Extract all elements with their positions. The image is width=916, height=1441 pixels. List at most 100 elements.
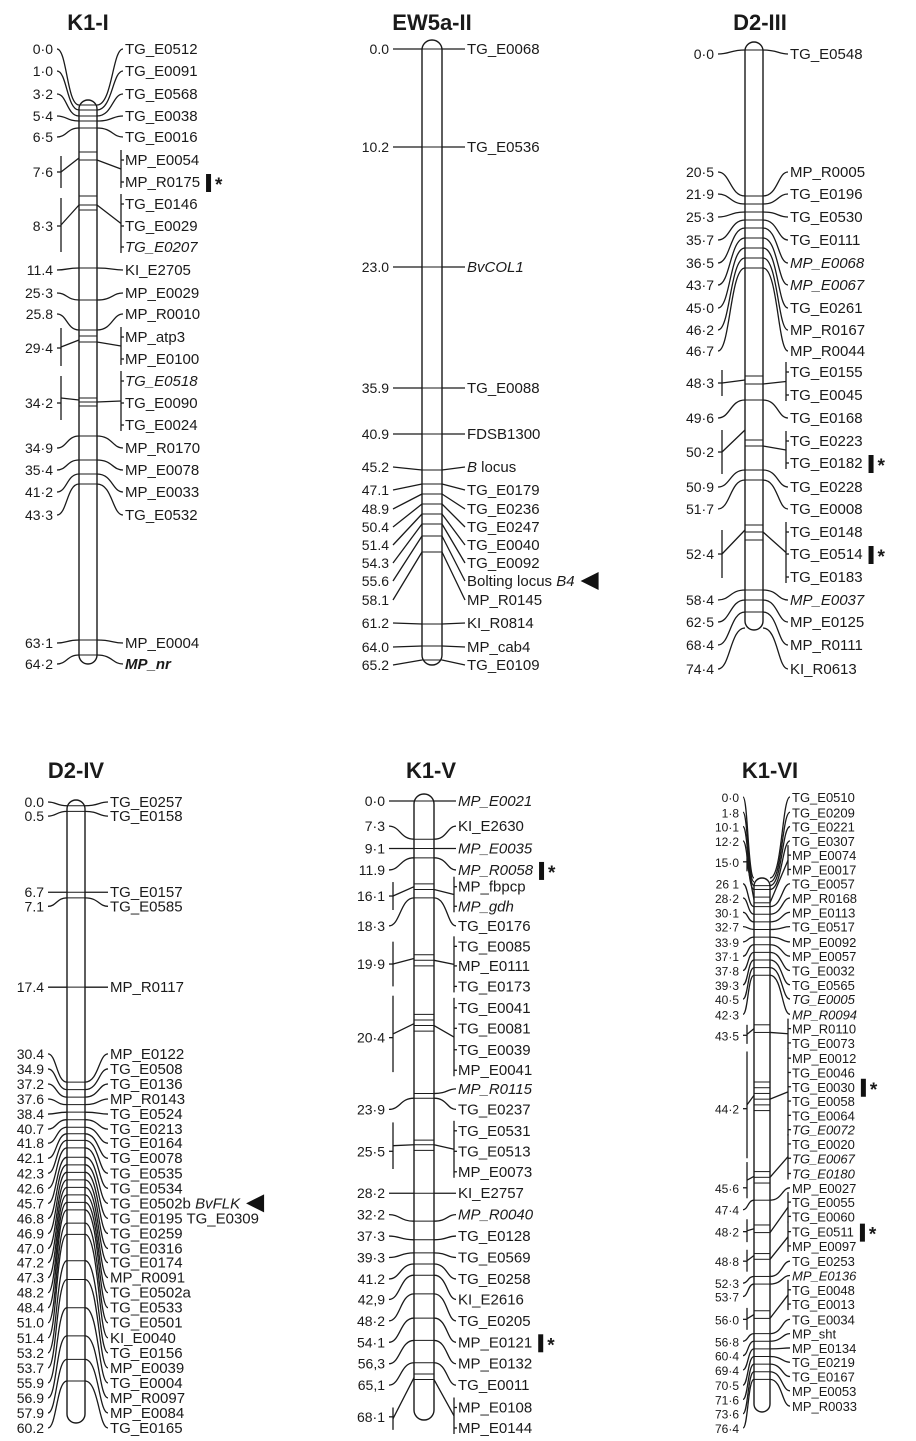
marker-label: TG_E0165 xyxy=(110,1420,183,1436)
marker-label: MP_E0074 xyxy=(792,848,856,863)
position-connector xyxy=(47,810,68,817)
map-position-label: 52·4 xyxy=(686,546,714,562)
marker-label: MP_E0033 xyxy=(125,484,199,501)
marker-label: MP_E0108 xyxy=(458,1400,532,1417)
marker-connector xyxy=(433,857,457,871)
map-position-label: 76·4 xyxy=(715,1422,739,1436)
marker-connector xyxy=(762,380,787,385)
marker-connector xyxy=(96,459,124,471)
marker-label: TG_E0258 xyxy=(458,1271,531,1288)
marker-label: TG_E0179 xyxy=(467,482,540,499)
map-position-label: 43·7 xyxy=(686,277,714,293)
map-position-label: 10·1 xyxy=(715,821,739,835)
chromosome-bar xyxy=(421,39,443,666)
marker-label: TG_E0088 xyxy=(467,380,540,397)
marker-label: TG_E0518 xyxy=(125,373,198,390)
marker-label: TG_E0259 xyxy=(110,1225,183,1242)
position-connector xyxy=(47,1233,68,1339)
map-position-label: 51.4 xyxy=(362,537,389,553)
map-position-label: 0·0 xyxy=(365,793,385,809)
marker-connector xyxy=(96,654,124,665)
marker-label: TG_E0213 xyxy=(110,1121,183,1138)
marker-label: MP_E0037 xyxy=(790,592,865,609)
marker-connector xyxy=(769,1274,791,1285)
position-connector xyxy=(388,857,415,871)
map-position-label: 1·0 xyxy=(33,63,53,79)
position-connector xyxy=(56,48,80,106)
position-connector xyxy=(742,1340,755,1357)
marker-connector xyxy=(762,599,789,623)
marker-connector xyxy=(96,639,124,644)
position-connector xyxy=(388,1362,415,1386)
map-position-label: 48·8 xyxy=(715,1255,739,1269)
map-position-label: 41.2 xyxy=(358,1271,385,1287)
marker-label: TG_E0236 xyxy=(467,501,540,518)
position-connector xyxy=(717,193,746,205)
marker-connector xyxy=(84,1156,109,1204)
marker-connector xyxy=(96,115,124,122)
marker-label: TG_E0585 xyxy=(110,898,183,915)
marker-label: MP_atp3 xyxy=(125,329,185,346)
marker-connector xyxy=(84,1139,109,1174)
map-position-label: 58.1 xyxy=(362,592,389,608)
marker-label: TG_E0569 xyxy=(458,1250,531,1267)
marker-label: TG_E0046 xyxy=(792,1065,855,1080)
map-position-label: 7·3 xyxy=(365,818,385,834)
map-position-label: 70·5 xyxy=(715,1379,739,1393)
marker-connector xyxy=(433,1379,455,1417)
linkage-group-d2-iv: D2-IV0.00.5 6.77.1 17.4 30.434.937.237.638.… xyxy=(17,758,265,1437)
marker-label: TG_E0045 xyxy=(790,387,863,404)
marker-label: TG_E0530 xyxy=(790,209,863,226)
map-position-label: 39·3 xyxy=(357,1250,385,1266)
map-position-label: 73·6 xyxy=(715,1408,739,1422)
map-position-label: 39·3 xyxy=(715,979,739,993)
position-connector xyxy=(60,339,80,348)
marker-label: TG_E0316 xyxy=(110,1240,183,1257)
marker-connector xyxy=(762,469,789,488)
marker-label: TG_E0008 xyxy=(790,501,863,518)
linkage-group-d2-iii: D2-III 0·0 20·5 21·9 25·3 35·7 36·5 43·7 45·0 46·… xyxy=(686,10,886,678)
marker-label: MP_fbpcp xyxy=(458,879,526,896)
marker-label: MP_E0122 xyxy=(110,1046,184,1063)
marker-connector xyxy=(769,1371,791,1392)
marker-connector xyxy=(762,211,789,218)
position-connector xyxy=(742,811,755,883)
marker-label: MP_E0121 xyxy=(458,1334,532,1351)
map-position-label: 25·3 xyxy=(25,285,53,301)
map-position-label: 0·0 xyxy=(33,41,53,57)
position-connector xyxy=(47,1068,68,1091)
marker-label: KI_E2705 xyxy=(125,262,191,279)
marker-connector xyxy=(762,399,789,419)
map-position-label: 21·9 xyxy=(686,186,714,202)
marker-connector xyxy=(96,292,124,301)
marker-connector xyxy=(441,493,466,510)
position-connector xyxy=(392,645,423,648)
position-connector xyxy=(742,1355,755,1386)
map-position-label: 41.8 xyxy=(17,1135,44,1151)
marker-connector xyxy=(84,1358,109,1414)
position-connector xyxy=(392,493,423,510)
marker-connector xyxy=(769,1031,789,1035)
marker-connector xyxy=(762,257,789,331)
qtl-bar-icon xyxy=(538,1334,544,1353)
marker-connector xyxy=(433,1024,455,1038)
marker-label: TG_E0223 xyxy=(790,433,863,450)
chromosome-bar xyxy=(78,99,98,665)
marker-connector xyxy=(769,1347,791,1350)
map-position-label: 46.8 xyxy=(17,1210,44,1226)
position-connector xyxy=(742,925,755,931)
map-position-label: 64·2 xyxy=(25,656,53,672)
marker-label: TG_E0548 xyxy=(790,46,863,63)
marker-label: TG_E0535 xyxy=(110,1165,183,1182)
marker-label: TG_E0502b BvFLK xyxy=(110,1195,241,1212)
marker-connector xyxy=(441,551,466,601)
map-position-label: 47.1 xyxy=(362,482,389,498)
marker-label: MP_E0092 xyxy=(792,935,856,950)
map-position-label: 20·4 xyxy=(357,1030,385,1046)
map-position-label: 40.9 xyxy=(362,426,389,442)
marker-label: TG_E0032 xyxy=(792,963,855,978)
marker-label: TG_E0024 xyxy=(125,417,198,434)
map-position-label: 69·4 xyxy=(715,1364,739,1378)
position-connector xyxy=(742,911,755,923)
marker-label: TG_E0090 xyxy=(125,395,198,412)
